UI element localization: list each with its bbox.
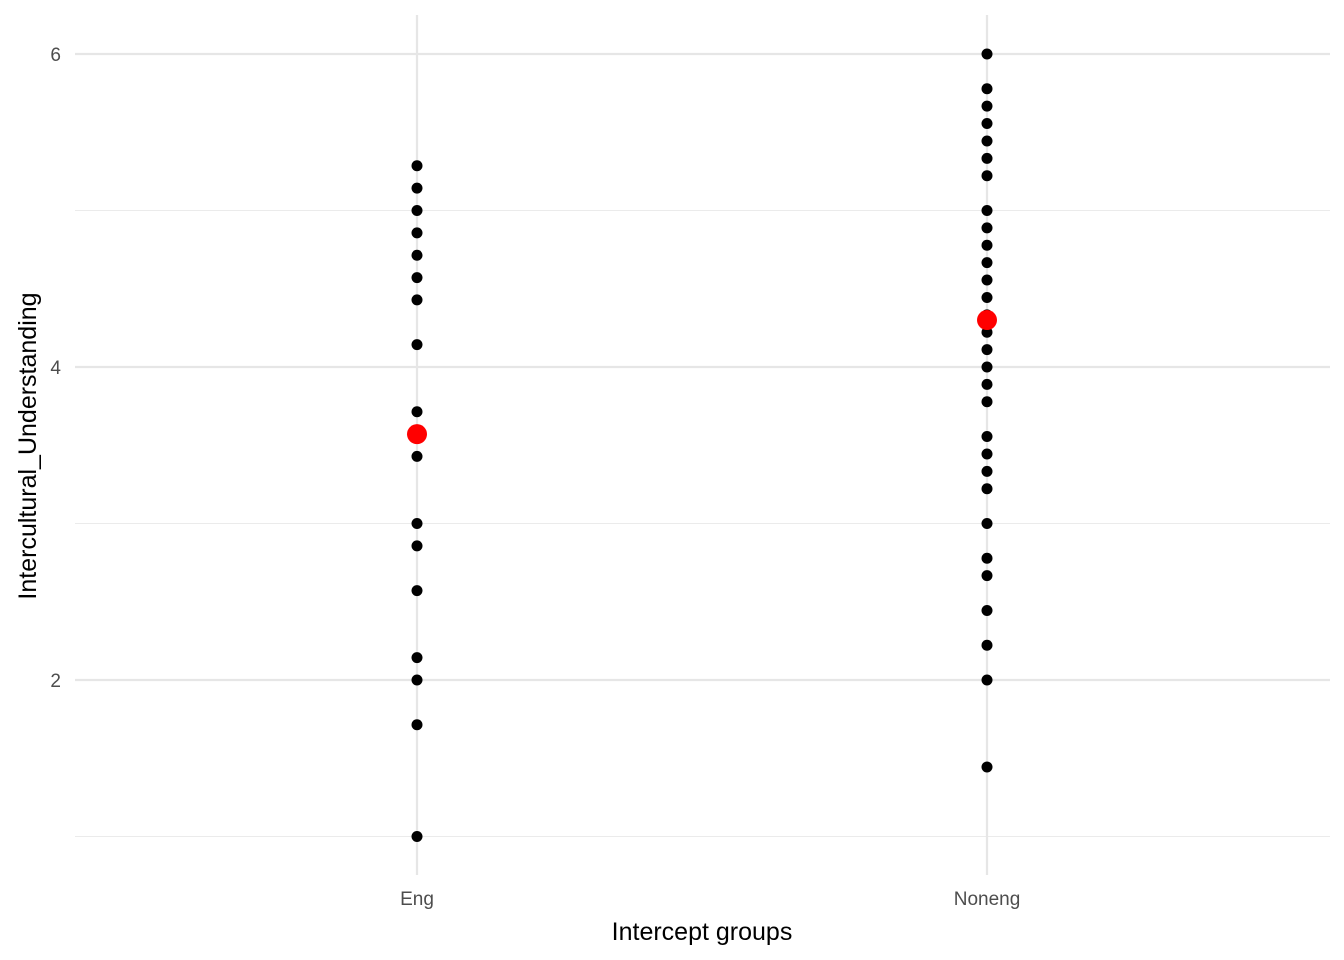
- data-point: [981, 639, 993, 651]
- data-point: [981, 378, 993, 390]
- data-point: [411, 585, 423, 597]
- data-point: [411, 719, 423, 731]
- data-point: [411, 406, 423, 418]
- group-intercept-point: [407, 424, 427, 445]
- data-point: [411, 540, 423, 552]
- data-point: [411, 652, 423, 664]
- data-point: [981, 135, 993, 147]
- data-point: [981, 83, 993, 95]
- grid-lines: [75, 15, 1330, 875]
- data-point: [981, 761, 993, 773]
- data-point: [981, 396, 993, 408]
- data-point: [411, 450, 423, 462]
- data-point: [981, 674, 993, 686]
- data-point: [981, 274, 993, 286]
- data-point: [411, 339, 423, 351]
- data-point: [411, 227, 423, 239]
- data-point: [411, 674, 423, 686]
- data-point: [981, 222, 993, 234]
- data-point: [411, 249, 423, 261]
- x-tick-label: Noneng: [954, 889, 1021, 910]
- data-point: [411, 294, 423, 306]
- y-tick-label: 2: [50, 671, 61, 692]
- data-point: [981, 518, 993, 529]
- data-point: [981, 48, 993, 60]
- x-axis-title: Intercept groups: [612, 918, 793, 946]
- x-axis-ticks: Eng Noneng: [400, 889, 1020, 910]
- data-point: [981, 570, 993, 582]
- data-point: [981, 205, 993, 216]
- data-point: [981, 117, 993, 129]
- data-point: [981, 605, 993, 617]
- data-point: [411, 518, 423, 529]
- data-point: [981, 361, 993, 373]
- data-point: [411, 831, 423, 842]
- group-intercept-point: [977, 310, 997, 331]
- y-tick-label: 6: [50, 45, 61, 66]
- y-axis-title: Intercultural_Understanding: [14, 292, 42, 599]
- data-point: [981, 344, 993, 356]
- data-points: [407, 48, 997, 842]
- data-point: [411, 160, 423, 172]
- data-point: [981, 257, 993, 269]
- y-axis-ticks: 2 4 6: [50, 45, 61, 692]
- data-point: [981, 465, 993, 477]
- data-point: [981, 239, 993, 251]
- data-point: [981, 552, 993, 564]
- data-point: [981, 100, 993, 112]
- data-point: [981, 483, 993, 495]
- data-point: [981, 152, 993, 164]
- y-tick-label: 4: [50, 358, 61, 379]
- data-point: [981, 170, 993, 182]
- data-point: [411, 272, 423, 284]
- data-point: [411, 182, 423, 194]
- data-point: [411, 205, 423, 216]
- x-tick-label: Eng: [400, 889, 434, 910]
- data-point: [981, 292, 993, 304]
- data-point: [981, 448, 993, 460]
- data-point: [981, 430, 993, 442]
